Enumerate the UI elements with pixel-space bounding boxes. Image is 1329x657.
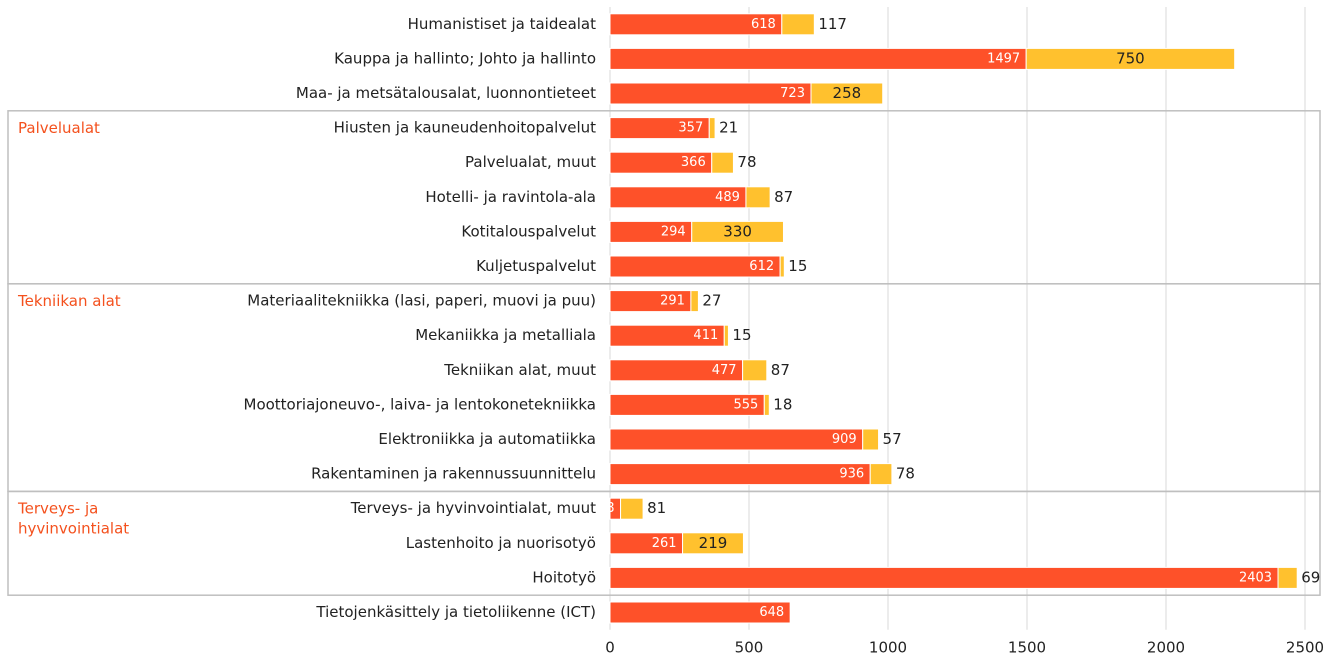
y-tick-label: Humanistiset ja taidealat: [408, 15, 596, 33]
y-tick-label: Materiaalitekniikka (lasi, paperi, muovi…: [247, 292, 596, 310]
value-label: 81: [647, 499, 666, 517]
value-label: 258: [833, 84, 862, 102]
value-label: 78: [896, 465, 915, 483]
value-label: 489: [715, 190, 740, 205]
value-label: 18: [773, 395, 792, 413]
value-label: 38: [598, 501, 615, 516]
bar-segment: [609, 566, 1279, 589]
group-label: Palvelualat: [18, 119, 100, 137]
value-label: 21: [719, 119, 738, 137]
value-label: 555: [733, 397, 758, 412]
y-tick-label: Kotitalouspalvelut: [461, 222, 596, 240]
bar-segment: [690, 290, 699, 313]
x-tick-label: 500: [735, 639, 764, 657]
y-tick-label: Tekniikan alat, muut: [443, 361, 596, 379]
value-label: 117: [818, 15, 847, 33]
y-tick-label: Kuljetuspalvelut: [476, 257, 596, 275]
bar-segment: [862, 428, 880, 451]
value-label: 750: [1116, 49, 1145, 67]
y-tick-label: Lastenhoito ja nuorisotyö: [406, 534, 596, 552]
value-label: 1497: [987, 51, 1020, 66]
value-label: 15: [732, 326, 751, 344]
bar-segment: [691, 220, 784, 243]
x-tick-label: 1000: [869, 639, 907, 657]
value-label: 78: [737, 153, 756, 171]
x-tick-label: 1500: [1008, 639, 1046, 657]
value-label: 219: [699, 534, 728, 552]
value-label: 69: [1301, 568, 1320, 586]
y-tick-label: Hiusten ja kauneudenhoitopalvelut: [334, 119, 596, 137]
value-label: 477: [712, 363, 737, 378]
bar-segment: [742, 359, 768, 382]
bar-segment: [609, 428, 864, 451]
y-tick-label: Hotelli- ja ravintola-ala: [425, 188, 596, 206]
value-label: 723: [780, 86, 805, 101]
y-tick-label: Tietojenkäsittely ja tietoliikenne (ICT): [315, 603, 596, 621]
bar-segment: [763, 393, 770, 416]
bar-segment: [609, 601, 791, 624]
bar-segment: [711, 151, 734, 174]
group-label: Tekniikan alat: [17, 292, 121, 310]
bar-segment: [620, 497, 644, 520]
value-label: 357: [678, 121, 703, 136]
bar-segment: [682, 532, 744, 555]
group-label: Terveys- ja hyvinvointialat: [17, 499, 129, 537]
value-label: 57: [883, 430, 902, 448]
value-label: 291: [660, 294, 685, 309]
value-label: 612: [749, 259, 774, 274]
y-tick-label: Hoitotyö: [532, 568, 596, 586]
value-label: 366: [681, 155, 706, 170]
value-label: 936: [839, 467, 864, 482]
value-label: 87: [771, 361, 790, 379]
bar-segment: [869, 463, 893, 486]
value-label: 261: [652, 536, 677, 551]
bar-segment: [609, 463, 871, 486]
y-tick-label: Elektroniikka ja automatiikka: [378, 430, 596, 448]
y-tick-label: Palvelualat, muut: [465, 153, 596, 171]
bar-segment: [609, 47, 1027, 70]
x-tick-label: 2000: [1147, 639, 1185, 657]
value-label: 411: [693, 328, 718, 343]
group-box: [7, 490, 1321, 596]
bar-segment: [781, 13, 815, 36]
y-tick-label: Maa- ja metsätalousalat, luonnontieteet: [296, 84, 596, 102]
value-label: 648: [759, 605, 784, 620]
y-tick-label: Mekaniikka ja metalliala: [415, 326, 596, 344]
value-label: 330: [723, 222, 752, 240]
bar-segment: [1025, 47, 1236, 70]
value-label: 87: [774, 188, 793, 206]
x-tick-label: 0: [605, 639, 615, 657]
bar-segment: [708, 117, 716, 140]
x-tick-label: 2500: [1286, 639, 1324, 657]
value-label: 27: [702, 292, 721, 310]
value-label: 294: [661, 224, 686, 239]
y-tick-label: Kauppa ja hallinto; Johto ja hallinto: [334, 49, 596, 67]
value-label: 2403: [1239, 570, 1272, 585]
bar-segment: [1277, 566, 1298, 589]
value-label: 909: [832, 432, 857, 447]
y-tick-label: Terveys- ja hyvinvointialat, muut: [350, 499, 596, 517]
y-tick-label: Rakentaminen ja rakennussuunnittelu: [311, 465, 596, 483]
value-label: 15: [788, 257, 807, 275]
y-tick-label: Moottoriajoneuvo-, laiva- ja lentokonete…: [244, 395, 597, 413]
value-label: 618: [751, 17, 776, 32]
bar-segment: [810, 82, 884, 105]
bar-segment: [745, 186, 771, 209]
bar-segment: [723, 324, 729, 347]
group-box: [7, 283, 1321, 493]
bar-segment: [779, 255, 785, 278]
